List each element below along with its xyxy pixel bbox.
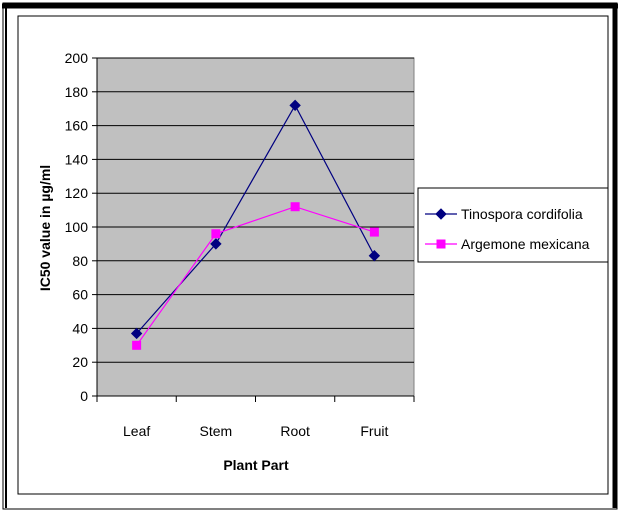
x-tick-label: Leaf [123, 423, 150, 439]
y-tick-label: 160 [65, 118, 89, 134]
data-point [369, 227, 379, 237]
y-tick-label: 200 [65, 50, 89, 66]
y-tick-label: 60 [72, 287, 88, 303]
legend: Tinospora cordifolia Argemone mexicana [425, 206, 590, 252]
legend-marker [436, 239, 446, 249]
y-tick-label: 120 [65, 185, 89, 201]
series-layer [130, 99, 381, 350]
y-axis-title: IC50 value in µg/ml [37, 165, 53, 291]
y-tick-label: 0 [80, 388, 88, 404]
legend-box [417, 187, 609, 263]
legend-marker [435, 208, 447, 220]
x-axis-title: Plant Part [223, 457, 289, 473]
y-tick-label: 40 [72, 320, 88, 336]
gridlines [97, 57, 414, 363]
y-tick-label: 140 [65, 151, 89, 167]
data-point [130, 327, 143, 340]
legend-label: Tinospora cordifolia [461, 206, 583, 222]
x-tick-label: Root [280, 423, 310, 439]
x-axis-ticks: Leaf Stem Root Fruit [96, 396, 415, 439]
y-tick-label: 80 [72, 253, 88, 269]
x-tick-label: Fruit [360, 423, 388, 439]
data-point [210, 238, 222, 250]
series-line-2 [136, 206, 375, 346]
data-point [211, 229, 221, 239]
data-point [289, 99, 301, 112]
y-axis-ticks: 0 20 40 60 80 100 120 140 160 180 200 [65, 50, 414, 404]
data-point [368, 250, 381, 262]
y-tick-label: 180 [65, 84, 89, 100]
y-tick-label: 20 [72, 354, 88, 370]
y-tick-label: 100 [65, 219, 89, 235]
data-point [132, 340, 142, 350]
data-point [290, 202, 300, 212]
x-tick-label: Stem [200, 423, 233, 439]
legend-label: Argemone mexicana [461, 236, 590, 252]
